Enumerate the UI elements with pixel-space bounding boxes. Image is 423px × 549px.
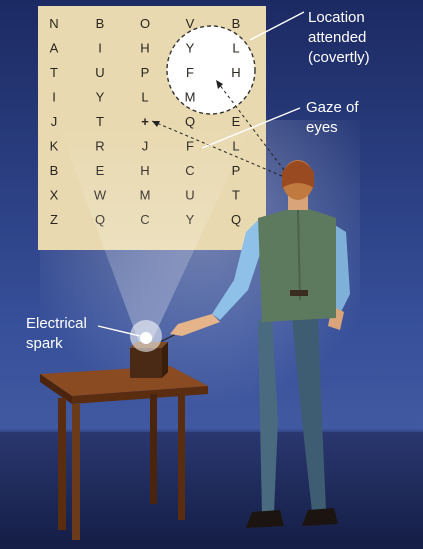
light-beam: [60, 130, 250, 345]
grid-letter: B: [96, 16, 105, 31]
grid-letter: L: [141, 90, 148, 105]
grid-letter: V: [186, 16, 195, 31]
spark-leader-line: [97, 325, 141, 337]
grid-letter: Q: [185, 114, 195, 129]
gaze-label-line-1: Gaze of: [306, 99, 359, 116]
gaze-label-line-2: eyes: [306, 119, 338, 136]
grid-letter: B: [232, 16, 241, 31]
gaze-arrowhead: [152, 121, 160, 127]
location-leader-line: [249, 11, 305, 41]
attended-location-circle: [166, 25, 256, 115]
grid-letter: Y: [96, 90, 105, 105]
grid-letter: I: [98, 41, 102, 56]
grid-letter: L: [232, 41, 239, 56]
grid-letter: H: [231, 65, 240, 80]
attention-line: [215, 79, 285, 171]
grid-letter: K: [50, 139, 59, 154]
grid-letter: T: [96, 114, 104, 129]
spark-label-line-1: Electrical: [26, 315, 87, 332]
grid-letter: P: [232, 163, 241, 178]
location-label-line-1: Location: [308, 9, 365, 26]
grid-letter: Q: [231, 212, 241, 227]
grid-letter: E: [232, 114, 241, 129]
location-label-line-3: (covertly): [308, 49, 370, 66]
grid-letter: T: [232, 188, 240, 203]
grid-letter: F: [186, 65, 194, 80]
grid-letter: Z: [50, 212, 58, 227]
floor: [0, 430, 423, 549]
gaze-leader-line: [201, 107, 301, 149]
spark-label-line-2: spark: [26, 335, 63, 352]
grid-letter: Y: [186, 41, 195, 56]
grid-letter: H: [140, 41, 149, 56]
grid-letter: M: [185, 90, 196, 105]
grid-letter: U: [95, 65, 104, 80]
grid-letter: X: [50, 188, 59, 203]
grid-letter: A: [50, 41, 59, 56]
attention-arrowhead: [216, 80, 223, 89]
fixation-cross: +: [141, 114, 149, 129]
attended-letters: Y L F H M: [185, 41, 241, 105]
grid-letter: B: [50, 163, 59, 178]
grid-letter: O: [140, 16, 150, 31]
gaze-label: Gaze of eyes: [306, 99, 363, 136]
spark-label: Electrical spark: [26, 315, 91, 352]
location-label: Location attended (covertly): [308, 9, 371, 66]
man-figure: [170, 160, 350, 528]
floor-edge: [0, 428, 423, 432]
grid-letter: N: [49, 16, 58, 31]
grid-letter: T: [50, 65, 58, 80]
location-label-line-2: attended: [308, 29, 366, 46]
grid-letter: J: [51, 114, 58, 129]
grid-letter: P: [141, 65, 150, 80]
grid-letter: I: [52, 90, 56, 105]
spark: [140, 332, 152, 344]
